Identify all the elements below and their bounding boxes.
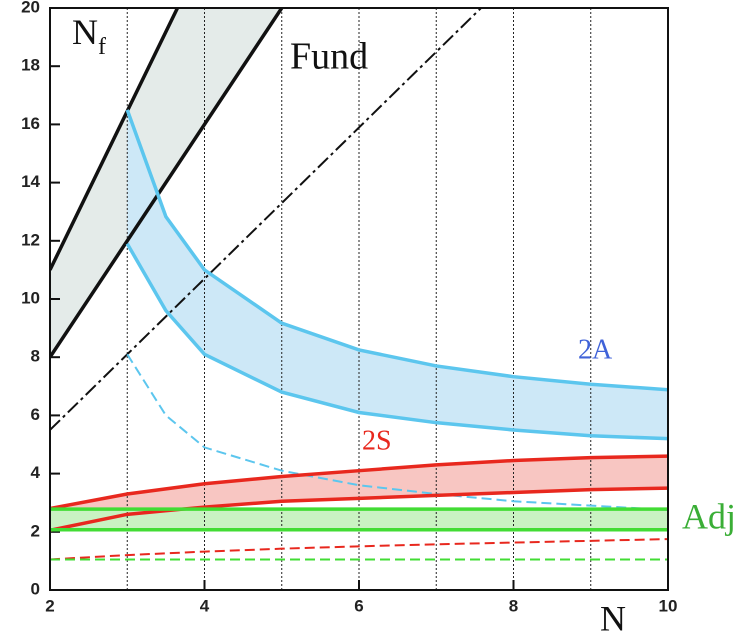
x-tick-label: 4 bbox=[200, 596, 210, 615]
y-tick-label: 20 bbox=[21, 0, 40, 16]
x-axis-label: N bbox=[600, 598, 626, 638]
series-label: Fund bbox=[290, 36, 368, 78]
lines bbox=[50, 8, 668, 561]
series-label: Adj bbox=[682, 496, 736, 536]
x-tick-label: 2 bbox=[45, 596, 54, 615]
dashed-line bbox=[50, 8, 482, 431]
y-axis-label-sub: f bbox=[98, 34, 106, 60]
band-fill bbox=[127, 109, 668, 439]
plot-frame bbox=[49, 7, 669, 591]
lower-line bbox=[50, 8, 284, 359]
x-tick-label: 8 bbox=[509, 596, 518, 615]
y-tick-label: 18 bbox=[21, 56, 40, 75]
upper-line bbox=[50, 8, 180, 271]
y-tick-label: 14 bbox=[21, 172, 40, 191]
x-tick-label: 10 bbox=[659, 596, 678, 615]
dashed-line bbox=[50, 538, 668, 561]
y-tick-label: 6 bbox=[31, 405, 40, 424]
series-label: 2S bbox=[362, 425, 392, 456]
y-tick-label: 2 bbox=[31, 521, 40, 540]
lower-line bbox=[50, 486, 668, 533]
y-tick-label: 8 bbox=[31, 347, 40, 366]
dashed-line bbox=[126, 353, 668, 511]
y-axis-label-main: N bbox=[72, 12, 98, 52]
y-axis-label: Nf bbox=[72, 12, 106, 59]
y-tick-label: 4 bbox=[31, 463, 41, 482]
y-tick-label: 0 bbox=[31, 579, 40, 598]
series-label: 2A bbox=[578, 334, 613, 365]
upper-line bbox=[125, 109, 668, 392]
y-tick-label: 10 bbox=[21, 288, 40, 307]
upper-line bbox=[50, 454, 668, 511]
lower-line bbox=[125, 242, 668, 441]
x-tick-label: 6 bbox=[354, 596, 363, 615]
y-tick-label: 16 bbox=[21, 114, 40, 133]
y-tick-label: 12 bbox=[21, 230, 40, 249]
